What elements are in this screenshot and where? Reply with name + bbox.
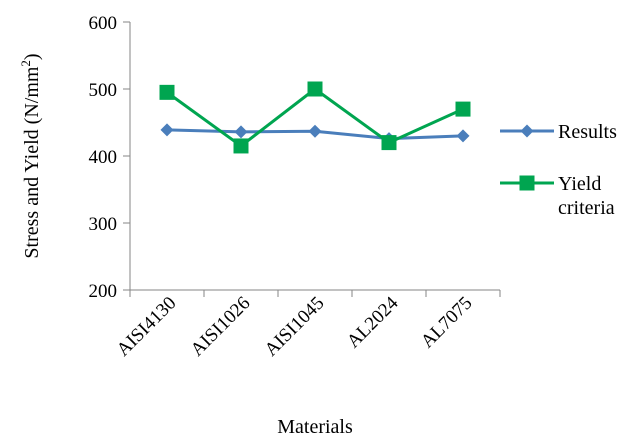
axes (129, 22, 500, 291)
data-point (381, 135, 397, 151)
x-tick-label: AL2024 (343, 292, 403, 352)
x-tick-label: AISI1045 (261, 293, 329, 361)
data-point (233, 138, 249, 154)
data-point (456, 129, 470, 143)
legend-marker (520, 124, 534, 138)
legend-marker (519, 175, 535, 191)
x-axis-title: Materials (277, 416, 353, 438)
y-axis-title: Stress and Yield (N/mm2) (18, 53, 43, 258)
series-results (160, 123, 470, 146)
y-ticks: 200 300 400 500 600 (89, 13, 130, 302)
data-point (160, 123, 174, 137)
y-tick-label: 400 (89, 147, 118, 168)
y-tick-label: 600 (89, 13, 118, 34)
x-ticks: AISI4130 AISI1026 AISI1045 AL2024 AL7075 (113, 290, 501, 361)
legend-label: Results (558, 121, 617, 143)
series-yield-criteria (159, 81, 471, 154)
x-tick-label: AISI4130 (113, 293, 181, 361)
data-point (308, 124, 322, 138)
data-point (159, 84, 175, 100)
y-tick-label: 200 (89, 281, 118, 302)
x-tick-label: AL7075 (417, 293, 477, 353)
x-tick-label: AISI1026 (187, 293, 255, 361)
series-group (159, 81, 471, 154)
legend-label: Yield criteria (558, 173, 615, 219)
y-tick-label: 300 (89, 214, 118, 235)
data-point (234, 125, 248, 139)
legend-item: Results (500, 121, 617, 143)
data-point (307, 81, 323, 97)
legend-item: Yield criteria (500, 173, 615, 219)
y-tick-label: 500 (89, 80, 118, 101)
legend: Results Yield criteria (500, 121, 617, 219)
data-point (455, 101, 471, 117)
